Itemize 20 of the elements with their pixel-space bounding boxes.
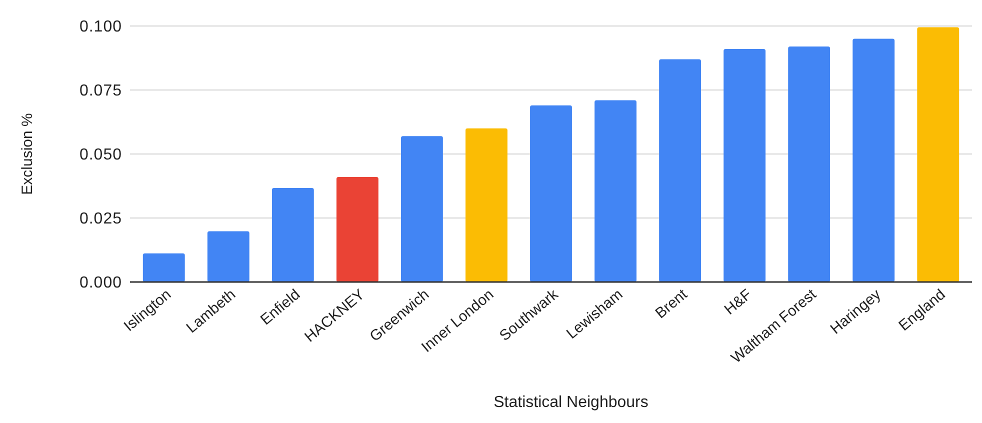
y-tick-label: 0.000 — [79, 274, 122, 292]
bar — [466, 128, 508, 282]
y-tick-label: 0.025 — [79, 210, 122, 228]
bar — [724, 49, 766, 282]
y-tick-label: 0.075 — [79, 82, 122, 100]
x-axis-title: Statistical Neighbours — [494, 394, 648, 411]
bar — [659, 59, 702, 282]
bar — [530, 105, 572, 282]
bar — [400, 136, 443, 282]
bar — [207, 231, 250, 282]
bar — [852, 38, 895, 282]
y-tick-label: 0.100 — [79, 18, 122, 36]
bar — [142, 253, 185, 282]
bar — [272, 188, 314, 282]
y-axis-title: Exclusion % — [19, 113, 36, 195]
bar — [788, 46, 830, 282]
bar — [594, 100, 636, 282]
y-tick-label: 0.050 — [79, 146, 122, 164]
bar — [917, 27, 960, 282]
bar — [336, 177, 378, 282]
